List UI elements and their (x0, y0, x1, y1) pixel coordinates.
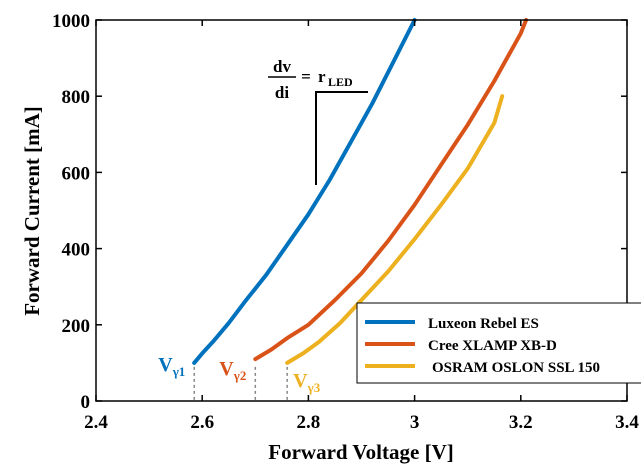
slope-annotation: dv di = r LED (268, 57, 368, 185)
slope-denominator: di (275, 83, 289, 102)
legend-label-1: Luxeon Rebel ES (428, 316, 539, 332)
x-tick-label: 2.4 (84, 412, 108, 433)
slope-equals: = (301, 67, 311, 86)
y-tick-label: 1000 (52, 11, 90, 32)
vgamma-label-3: Vγ3 (293, 370, 321, 395)
vgamma-annotations: Vγ1 Vγ2 Vγ3 (158, 354, 321, 401)
x-tick-label: 3 (410, 412, 420, 433)
plot-frame (95, 19, 628, 402)
series-line-3 (285, 94, 505, 365)
y-tick-label: 200 (62, 316, 91, 337)
series-line-1 (192, 18, 417, 365)
y-tick-label: 600 (62, 163, 91, 184)
slope-triangle (315, 91, 334, 185)
slope-r-base: r (318, 67, 326, 86)
slope-r-sub: LED (328, 75, 353, 89)
y-tick-label: 800 (62, 87, 91, 108)
plot-series (192, 18, 529, 365)
axis-ticks: 2.4 2.6 2.8 3 3.2 3.4 0 200 400 600 800 1000 (52, 11, 639, 433)
x-tick-label: 2.8 (297, 412, 321, 433)
x-tick-label: 3.4 (615, 412, 639, 433)
series-line-2 (253, 18, 529, 362)
y-axis-label: Forward Current [mA] (20, 106, 44, 316)
x-axis-label: Forward Voltage [V] (268, 440, 453, 464)
x-tick-label: 2.6 (190, 412, 214, 433)
legend-label-3: OSRAM OSLON SSL 150 (432, 360, 600, 376)
x-tick-label: 3.2 (509, 412, 533, 433)
y-tick-label: 0 (81, 392, 91, 413)
legend: Luxeon Rebel ES Cree XLAMP XB-D OSRAM OSLO… (356, 302, 641, 384)
y-tick-label: 400 (62, 240, 91, 261)
legend-label-2: Cree XLAMP XB-D (428, 338, 557, 354)
vgamma-label-1: Vγ1 (158, 354, 185, 379)
slope-numerator: dv (273, 57, 291, 76)
vgamma-label-2: Vγ2 (219, 358, 246, 383)
